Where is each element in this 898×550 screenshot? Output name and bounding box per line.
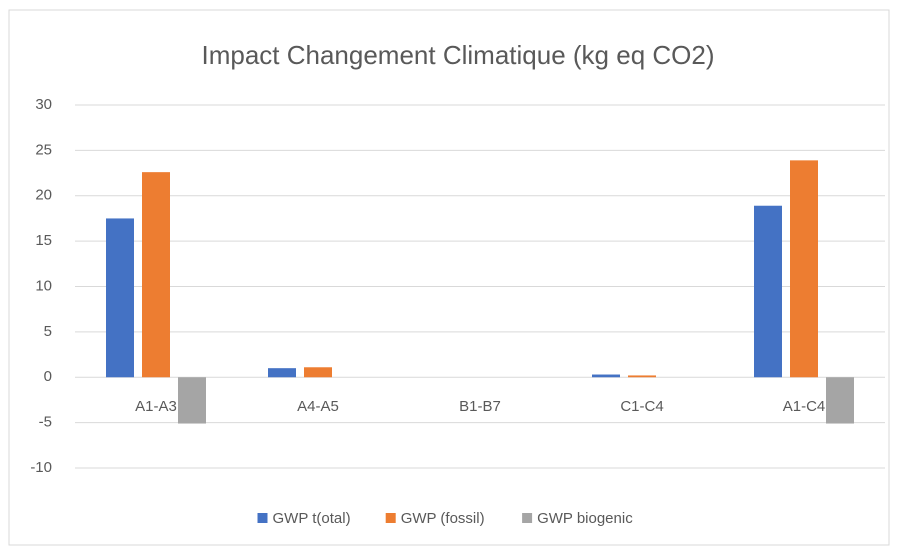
bar (142, 172, 170, 378)
bar (592, 374, 620, 378)
chart-title: Impact Changement Climatique (kg eq CO2) (201, 40, 714, 70)
y-tick-label: 10 (35, 277, 52, 294)
legend-swatch (385, 513, 396, 523)
y-tick-label: 0 (44, 368, 52, 385)
bar (304, 367, 332, 378)
bar (106, 218, 134, 378)
y-tick-label: 5 (44, 323, 52, 340)
y-tick-label: 25 (35, 141, 52, 158)
bar (754, 205, 782, 378)
legend-swatch (257, 513, 268, 523)
legend-swatch (522, 513, 533, 523)
x-tick-label: C1-C4 (620, 398, 663, 415)
x-tick-label: A1-C4 (783, 398, 826, 415)
y-tick-label: -10 (30, 459, 52, 476)
legend-label: GWP t(otal) (273, 510, 351, 527)
bar (826, 377, 854, 424)
x-tick-label: A1-A3 (135, 398, 177, 415)
x-tick-label: A4-A5 (297, 398, 339, 415)
x-tick-label: B1-B7 (459, 398, 501, 415)
bar (790, 160, 818, 378)
y-tick-label: 20 (35, 187, 52, 204)
bar (628, 375, 656, 378)
y-tick-label: -5 (39, 414, 52, 431)
legend-label: GWP biogenic (537, 510, 633, 527)
y-tick-label: 30 (35, 96, 52, 113)
legend-label: GWP (fossil) (401, 510, 485, 527)
y-tick-label: 15 (35, 232, 52, 249)
bar (268, 368, 296, 378)
bar (178, 377, 206, 424)
